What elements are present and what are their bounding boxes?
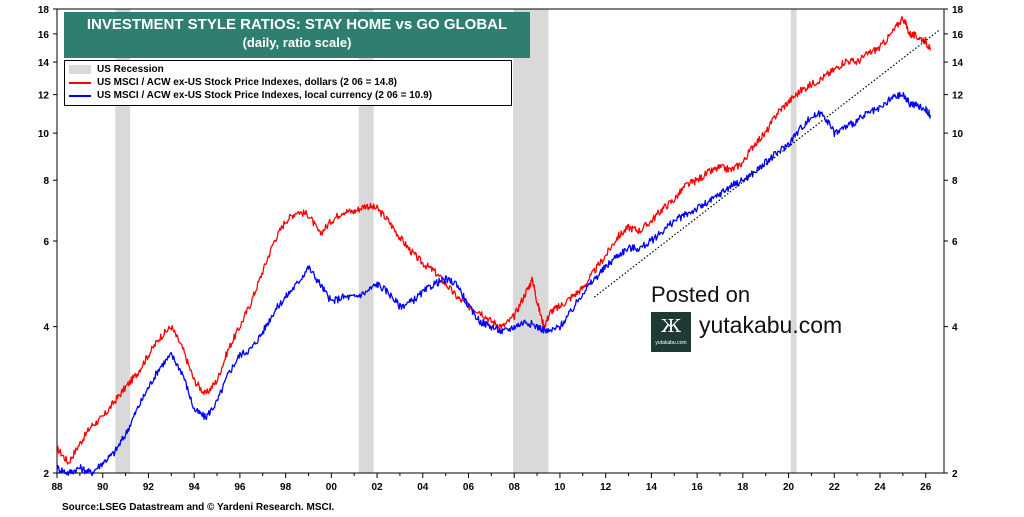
x-tick-label-90: 90 [97, 482, 109, 493]
series-dollars-line [56, 15, 931, 465]
source-note: Source:LSEG Datastream and © Yardeni Res… [62, 502, 335, 513]
chart-legend: US Recession US MSCI / ACW ex-US Stock P… [64, 60, 512, 106]
x-tick-label-14: 14 [646, 482, 658, 493]
legend-label-local: US MSCI / ACW ex-US Stock Price Indexes,… [97, 90, 433, 101]
y-tick-label-right-4: 4 [952, 323, 958, 334]
x-tick-label-24: 24 [874, 482, 886, 493]
x-tick-label-20: 20 [783, 482, 795, 493]
y-tick-label-right-10: 10 [952, 129, 964, 140]
legend-swatch-dollars [69, 81, 91, 84]
y-tick-label-left-10: 10 [38, 129, 50, 140]
recession-band-1 [358, 9, 374, 473]
x-tick-label-26: 26 [920, 482, 932, 493]
x-tick-label-88: 88 [51, 482, 63, 493]
y-tick-label-left-6: 6 [43, 237, 49, 248]
y-tick-label-left-14: 14 [38, 58, 50, 69]
x-tick-label-16: 16 [692, 482, 704, 493]
x-tick-label-98: 98 [280, 482, 292, 493]
legend-swatch-local [69, 94, 91, 97]
y-tick-label-right-8: 8 [952, 176, 958, 187]
legend-label-dollars: US MSCI / ACW ex-US Stock Price Indexes,… [97, 77, 398, 88]
chart-title: INVESTMENT STYLE RATIOS: STAY HOME vs GO… [86, 16, 508, 33]
recession-band-2 [513, 9, 549, 473]
logo-small-text: yutakabu.com [655, 340, 687, 346]
watermark-logo-icon: Ж yutakabu.com [651, 312, 691, 352]
x-tick-label-94: 94 [189, 482, 201, 493]
y-tick-label-right-12: 12 [952, 91, 964, 102]
y-tick-label-left-18: 18 [38, 5, 50, 16]
chart-subtitle: (daily, ratio scale) [242, 35, 352, 50]
y-tick-label-right-16: 16 [952, 30, 964, 41]
x-tick-label-92: 92 [143, 482, 155, 493]
y-tick-label-right-14: 14 [952, 58, 964, 69]
legend-item-dollars: US MSCI / ACW ex-US Stock Price Indexes,… [69, 76, 397, 89]
y-tick-label-left-8: 8 [43, 176, 49, 187]
legend-label-recession: US Recession [97, 64, 164, 75]
x-tick-label-02: 02 [371, 482, 383, 493]
y-tick-label-right-6: 6 [952, 237, 958, 248]
watermark-posted-text: Posted on [651, 282, 751, 307]
y-tick-label-left-2: 2 [43, 469, 49, 480]
legend-item-recession: US Recession [69, 63, 164, 76]
recession-band-3 [790, 9, 797, 473]
y-tick-label-left-4: 4 [43, 323, 49, 334]
legend-item-local: US MSCI / ACW ex-US Stock Price Indexes,… [69, 89, 432, 102]
x-tick-label-22: 22 [829, 482, 841, 493]
x-tick-label-96: 96 [234, 482, 246, 493]
x-tick-label-04: 04 [417, 482, 429, 493]
recession-band-0 [115, 9, 131, 473]
series-local-line [56, 91, 931, 477]
x-tick-label-08: 08 [509, 482, 521, 493]
y-tick-label-left-12: 12 [38, 91, 50, 102]
watermark-site-text: yutakabu.com [699, 312, 843, 338]
x-tick-label-10: 10 [554, 482, 566, 493]
y-tick-label-left-16: 16 [38, 30, 50, 41]
trendline [593, 29, 940, 298]
legend-swatch-recession [69, 65, 91, 74]
watermark: Posted on Ж yutakabu.com yutakabu.com [651, 282, 911, 352]
logo-glyph: Ж [660, 316, 682, 337]
x-tick-label-12: 12 [600, 482, 612, 493]
chart-title-box: INVESTMENT STYLE RATIOS: STAY HOME vs GO… [64, 12, 530, 58]
x-tick-label-18: 18 [737, 482, 749, 493]
x-tick-label-06: 06 [463, 482, 475, 493]
y-tick-label-right-2: 2 [952, 469, 958, 480]
x-tick-label-00: 00 [326, 482, 338, 493]
y-tick-label-right-18: 18 [952, 5, 964, 16]
